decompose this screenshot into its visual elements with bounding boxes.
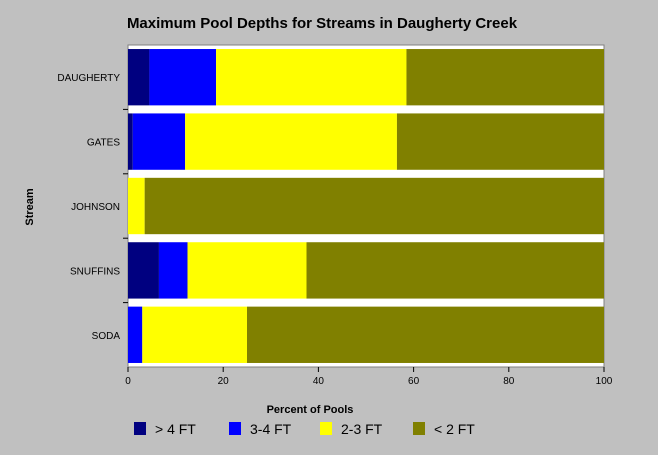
bar-gates-series-1 xyxy=(132,113,186,170)
legend-swatch-1 xyxy=(229,422,241,435)
bar-daugherty-series-2 xyxy=(216,49,407,106)
legend-label-1: 3-4 FT xyxy=(250,421,292,437)
y-axis-title: Stream xyxy=(24,188,36,226)
bar-snuffins-series-3 xyxy=(306,242,604,299)
legend-label-2: 2-3 FT xyxy=(341,421,383,437)
legend: > 4 FT 3-4 FT 2-3 FT < 2 FT xyxy=(134,421,475,437)
y-tick-label: SNUFFINS xyxy=(70,266,120,277)
x-tick-label: 20 xyxy=(218,376,230,387)
bar-daugherty-series-1 xyxy=(149,49,217,106)
x-axis: 0 20 40 60 80 100 xyxy=(125,367,613,387)
x-tick-label: 0 xyxy=(125,376,131,387)
legend-swatch-2 xyxy=(320,422,332,435)
bar-gates-series-0 xyxy=(128,113,133,170)
bar-soda-series-1 xyxy=(128,306,143,363)
x-axis-title: Percent of Pools xyxy=(267,404,354,416)
x-tick-label: 40 xyxy=(313,376,325,387)
chart-title: Maximum Pool Depths for Streams in Daugh… xyxy=(127,15,518,32)
bar-daugherty-series-3 xyxy=(406,49,604,106)
y-tick-label: JOHNSON xyxy=(71,202,120,213)
bar-daugherty-series-0 xyxy=(128,49,150,106)
y-tick-label: SODA xyxy=(92,331,121,342)
legend-label-3: < 2 FT xyxy=(434,421,475,437)
legend-label-0: > 4 FT xyxy=(155,421,196,437)
x-tick-label: 80 xyxy=(503,376,515,387)
bar-soda-series-3 xyxy=(247,306,604,363)
y-tick-label: GATES xyxy=(87,138,120,149)
bar-snuffins-series-2 xyxy=(187,242,307,299)
y-axis: DAUGHERTY GATES JOHNSON SNUFFINS SODA xyxy=(57,73,128,342)
x-tick-label: 60 xyxy=(408,376,420,387)
legend-swatch-3 xyxy=(413,422,425,435)
bar-gates-series-2 xyxy=(185,113,397,170)
bars-group xyxy=(128,49,604,363)
y-tick-label: DAUGHERTY xyxy=(57,73,120,84)
bar-snuffins-series-1 xyxy=(158,242,188,299)
bar-gates-series-3 xyxy=(396,113,604,170)
bar-johnson-series-3 xyxy=(144,177,604,235)
x-tick-label: 100 xyxy=(596,376,613,387)
legend-swatch-0 xyxy=(134,422,146,435)
bar-johnson-series-2 xyxy=(128,177,145,235)
bar-snuffins-series-0 xyxy=(128,242,159,299)
bar-soda-series-2 xyxy=(142,306,247,363)
